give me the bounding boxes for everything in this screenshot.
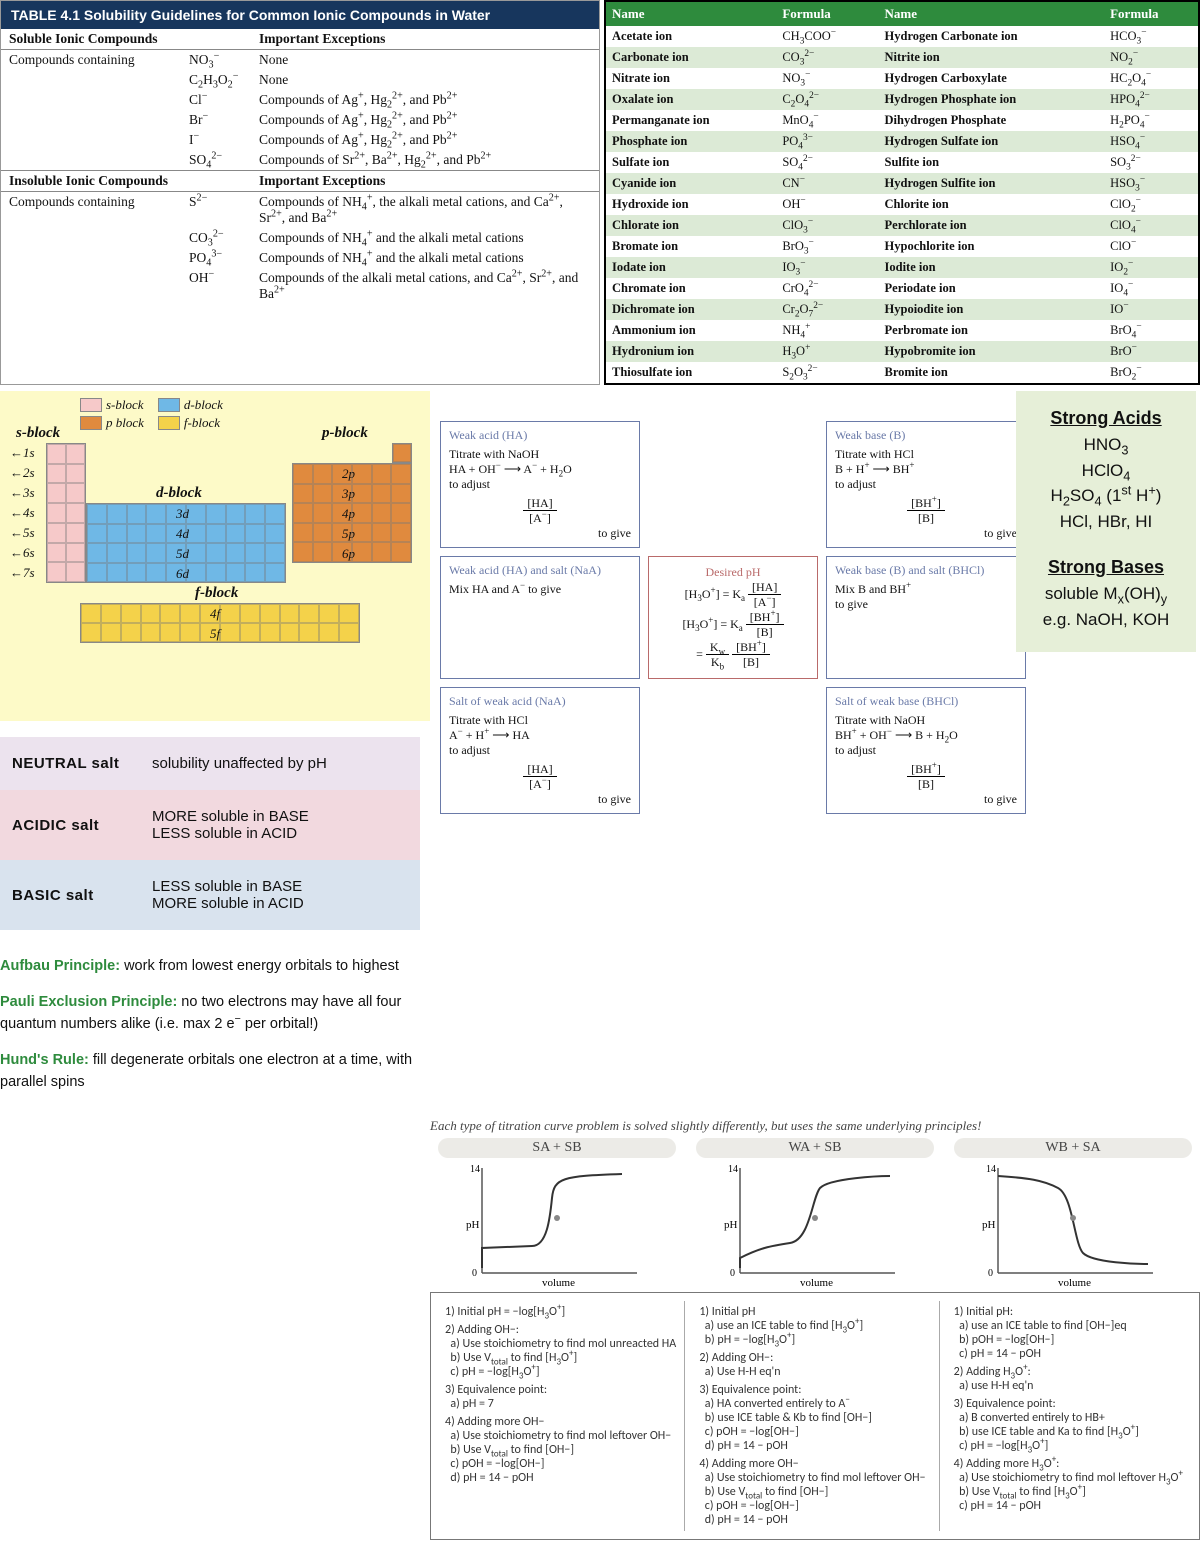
svg-text:14: 14 bbox=[470, 1164, 480, 1175]
svg-text:0: 0 bbox=[988, 1268, 993, 1279]
svg-text:pH: pH bbox=[982, 1219, 996, 1231]
ion-table: NameFormulaNameFormula Acetate ionCH3COO… bbox=[604, 0, 1200, 385]
electron-principles: Aufbau Principle: work from lowest energ… bbox=[0, 956, 430, 1094]
periodic-legend: s-block d-block p block f-block bbox=[80, 397, 223, 431]
svg-text:pH: pH bbox=[466, 1219, 480, 1231]
strong-acids-bases: Strong Acids HNO3HClO4H2SO4 (1st H+)HCl,… bbox=[1016, 391, 1196, 652]
svg-text:14: 14 bbox=[728, 1164, 738, 1175]
svg-text:volume: volume bbox=[800, 1277, 833, 1288]
periodic-block-diagram: s-block d-block p block f-block s-block←… bbox=[0, 391, 430, 721]
svg-text:pH: pH bbox=[724, 1219, 738, 1231]
svg-text:0: 0 bbox=[730, 1268, 735, 1279]
salt-solubility-table: NEUTRAL saltsolubility unaffected by pHA… bbox=[0, 737, 420, 930]
titration-section: Each type of titration curve problem is … bbox=[430, 1118, 1200, 1540]
solubility-title: TABLE 4.1 Solubility Guidelines for Comm… bbox=[1, 1, 599, 29]
svg-text:volume: volume bbox=[1058, 1277, 1091, 1288]
svg-text:0: 0 bbox=[472, 1268, 477, 1279]
svg-text:14: 14 bbox=[986, 1164, 996, 1175]
solubility-table: TABLE 4.1 Solubility Guidelines for Comm… bbox=[0, 0, 600, 385]
svg-text:volume: volume bbox=[542, 1277, 575, 1288]
